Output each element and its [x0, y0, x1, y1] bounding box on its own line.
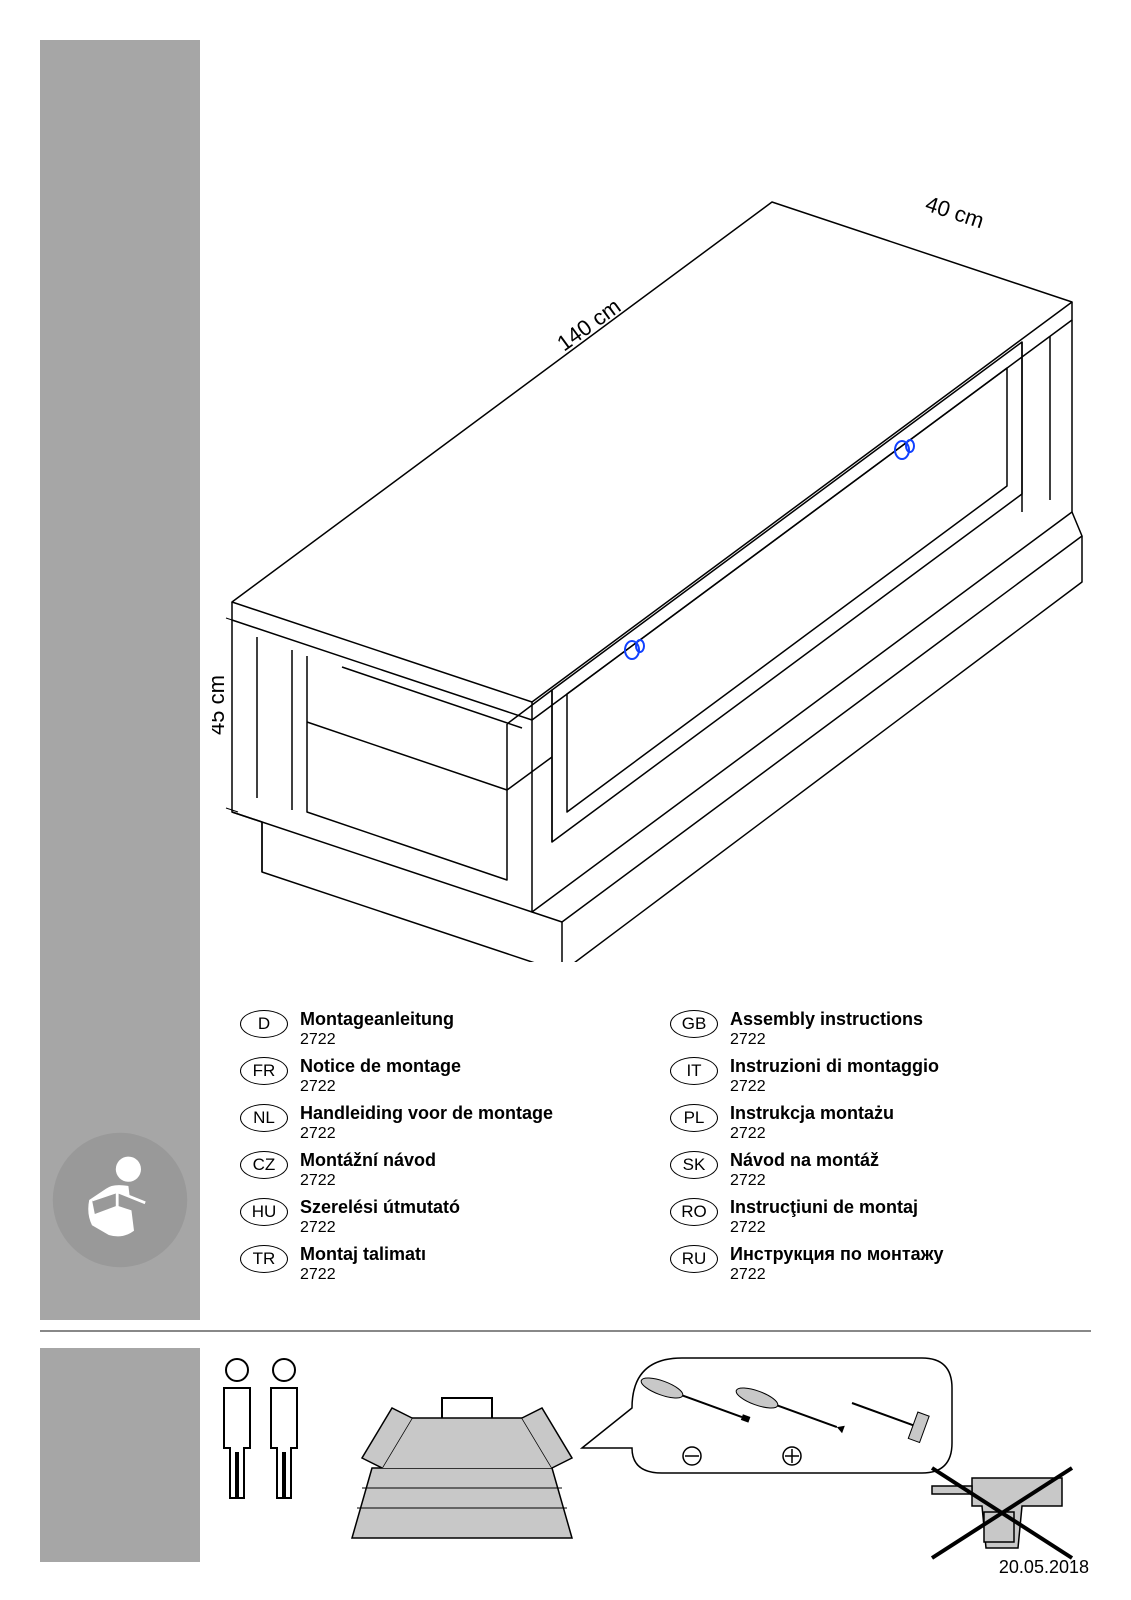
product-code: 2722 [730, 1171, 879, 1190]
divider [40, 1330, 1091, 1332]
lang-badge-nl: NL [240, 1104, 288, 1132]
no-power-drill-icon [932, 1468, 1072, 1558]
lang-badge-fr: FR [240, 1057, 288, 1085]
product-drawing: 140 cm 40 cm 45 cm [212, 42, 1092, 962]
product-code: 2722 [730, 1265, 943, 1284]
toolbox-icon [352, 1398, 572, 1538]
lang-badge-it: IT [670, 1057, 718, 1085]
lang-badge-cz: CZ [240, 1151, 288, 1179]
lang-badge-hu: HU [240, 1198, 288, 1226]
read-manual-icon [50, 1130, 190, 1270]
lang-title: Handleiding voor de montage [300, 1104, 553, 1124]
lang-title: Návod na montáž [730, 1151, 879, 1171]
left-sidebar [40, 40, 200, 1320]
lang-badge-tr: TR [240, 1245, 288, 1273]
two-people-icon [224, 1359, 297, 1498]
product-code: 2722 [730, 1124, 894, 1143]
lang-badge-pl: PL [670, 1104, 718, 1132]
product-code: 2722 [300, 1265, 426, 1284]
product-code: 2722 [300, 1171, 436, 1190]
lang-title: Montaj talimatı [300, 1245, 426, 1265]
product-code: 2722 [300, 1077, 461, 1096]
document-date: 20.05.2018 [999, 1557, 1089, 1578]
dim-depth: 40 cm [922, 191, 987, 233]
dim-height: 45 cm [212, 675, 229, 735]
lang-title: Montageanleitung [300, 1010, 454, 1030]
tools-pictograms [212, 1348, 1092, 1562]
product-code: 2722 [730, 1030, 923, 1049]
lang-badge-gb: GB [670, 1010, 718, 1038]
lang-badge-d: D [240, 1010, 288, 1038]
product-code: 2722 [730, 1077, 939, 1096]
product-code: 2722 [300, 1030, 454, 1049]
lang-title: Assembly instructions [730, 1010, 923, 1030]
lang-title: Instrukcja montażu [730, 1104, 894, 1124]
product-code: 2722 [300, 1218, 460, 1237]
lang-title: Инструкция по монтажу [730, 1245, 943, 1265]
lang-title: Instrucţiuni de montaj [730, 1198, 918, 1218]
language-list: D Montageanleitung 2722 GB Assembly inst… [240, 1010, 1100, 1292]
dim-width: 140 cm [552, 293, 625, 356]
lang-badge-sk: SK [670, 1151, 718, 1179]
product-code: 2722 [300, 1124, 553, 1143]
lang-badge-ro: RO [670, 1198, 718, 1226]
lang-title: Notice de montage [300, 1057, 461, 1077]
product-code: 2722 [730, 1218, 918, 1237]
left-sidebar-lower [40, 1348, 200, 1562]
lang-badge-ru: RU [670, 1245, 718, 1273]
lang-title: Montážní návod [300, 1151, 436, 1171]
tools-bubble [582, 1358, 952, 1473]
lang-title: Szerelési útmutató [300, 1198, 460, 1218]
lang-title: Instruzioni di montaggio [730, 1057, 939, 1077]
